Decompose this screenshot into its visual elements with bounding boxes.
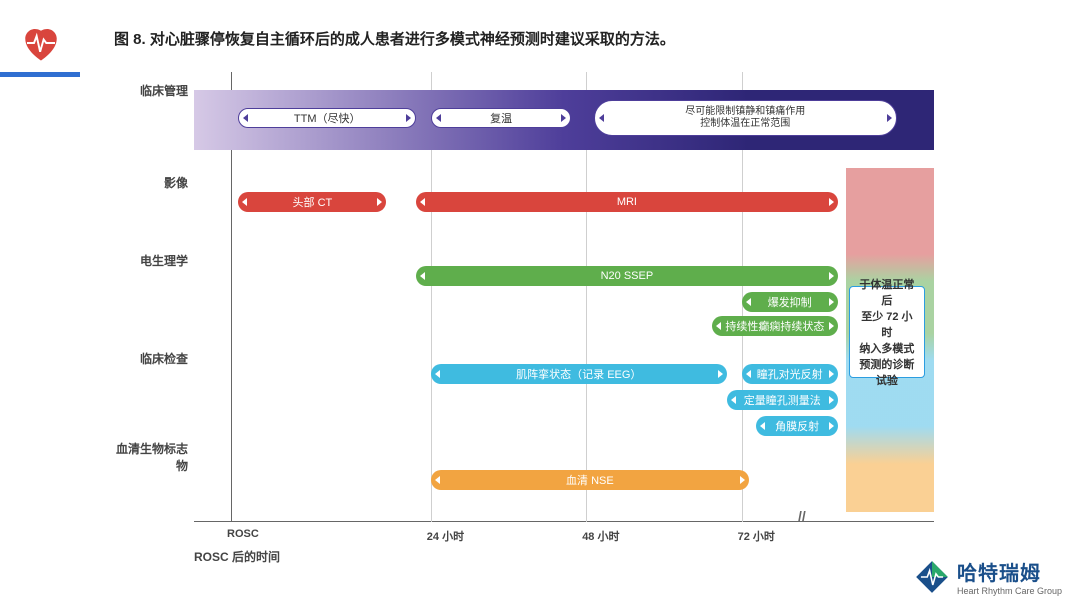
timeline-bar: 尽可能限制镇静和镇痛作用 控制体温在正常范围 xyxy=(594,100,897,136)
row-label-clinical_exam: 临床检查 xyxy=(110,350,188,367)
timeline-bar: N20 SSEP xyxy=(416,266,838,286)
timeline-bar: 定量瞳孔测量法 xyxy=(727,390,838,410)
timeline-chart: 临床管理影像电生理学临床检查血清生物标志物 TTM（尽快） 复温 尽可能限制镇静和镇… xyxy=(110,60,980,560)
row-label-electrophys: 电生理学 xyxy=(110,252,188,269)
timeline-bar: TTM（尽快） xyxy=(238,108,416,128)
timeline-bar: 瞳孔对光反射 xyxy=(742,364,838,384)
chart-plot-area: TTM（尽快） 复温 尽可能限制镇静和镇痛作用 控制体温在正常范围头部 CT MRI N… xyxy=(194,72,934,522)
timeline-bar: 爆发抑制 xyxy=(742,292,838,312)
timeline-bar: MRI xyxy=(416,192,838,212)
x-tick-label: 72 小时 xyxy=(738,528,775,544)
timeline-bar: 持续性癫痫持续状态 xyxy=(712,316,838,336)
logo-text-en: Heart Rhythm Care Group xyxy=(957,586,1062,596)
timeline-bar: 血清 NSE xyxy=(431,470,749,490)
row-label-imaging: 影像 xyxy=(110,174,188,191)
diagnosis-test-box: 于体温正常后 至少 72 小时 纳入多模式 预测的诊断 试验 xyxy=(849,286,925,378)
row-label-biomarker: 血清生物标志物 xyxy=(110,440,188,474)
brand-logo: 哈特瑞姆 Heart Rhythm Care Group xyxy=(913,557,1062,596)
x-tick-label: ROSC xyxy=(227,528,259,540)
figure-title: 图 8. 对心脏骤停恢复自主循环后的成人患者进行多模式神经预测时建议采取的方法。 xyxy=(114,28,675,49)
x-tick-label: 48 小时 xyxy=(582,528,619,544)
x-tick-label: 24 小时 xyxy=(427,528,464,544)
heart-icon xyxy=(20,22,62,64)
timeline-bar: 复温 xyxy=(431,108,572,128)
timeline-bar: 头部 CT xyxy=(238,192,386,212)
timeline-bar: 角膜反射 xyxy=(756,416,837,436)
timeline-bar: 肌阵挛状态（记录 EEG） xyxy=(431,364,727,384)
row-label-clinical_mgmt: 临床管理 xyxy=(110,82,188,99)
blue-divider-bar xyxy=(0,72,80,77)
axis-break-icon: // xyxy=(798,508,806,524)
logo-text-cn: 哈特瑞姆 xyxy=(957,557,1062,586)
right-fade xyxy=(1020,60,1080,480)
x-axis-title: ROSC 后的时间 xyxy=(194,548,280,565)
